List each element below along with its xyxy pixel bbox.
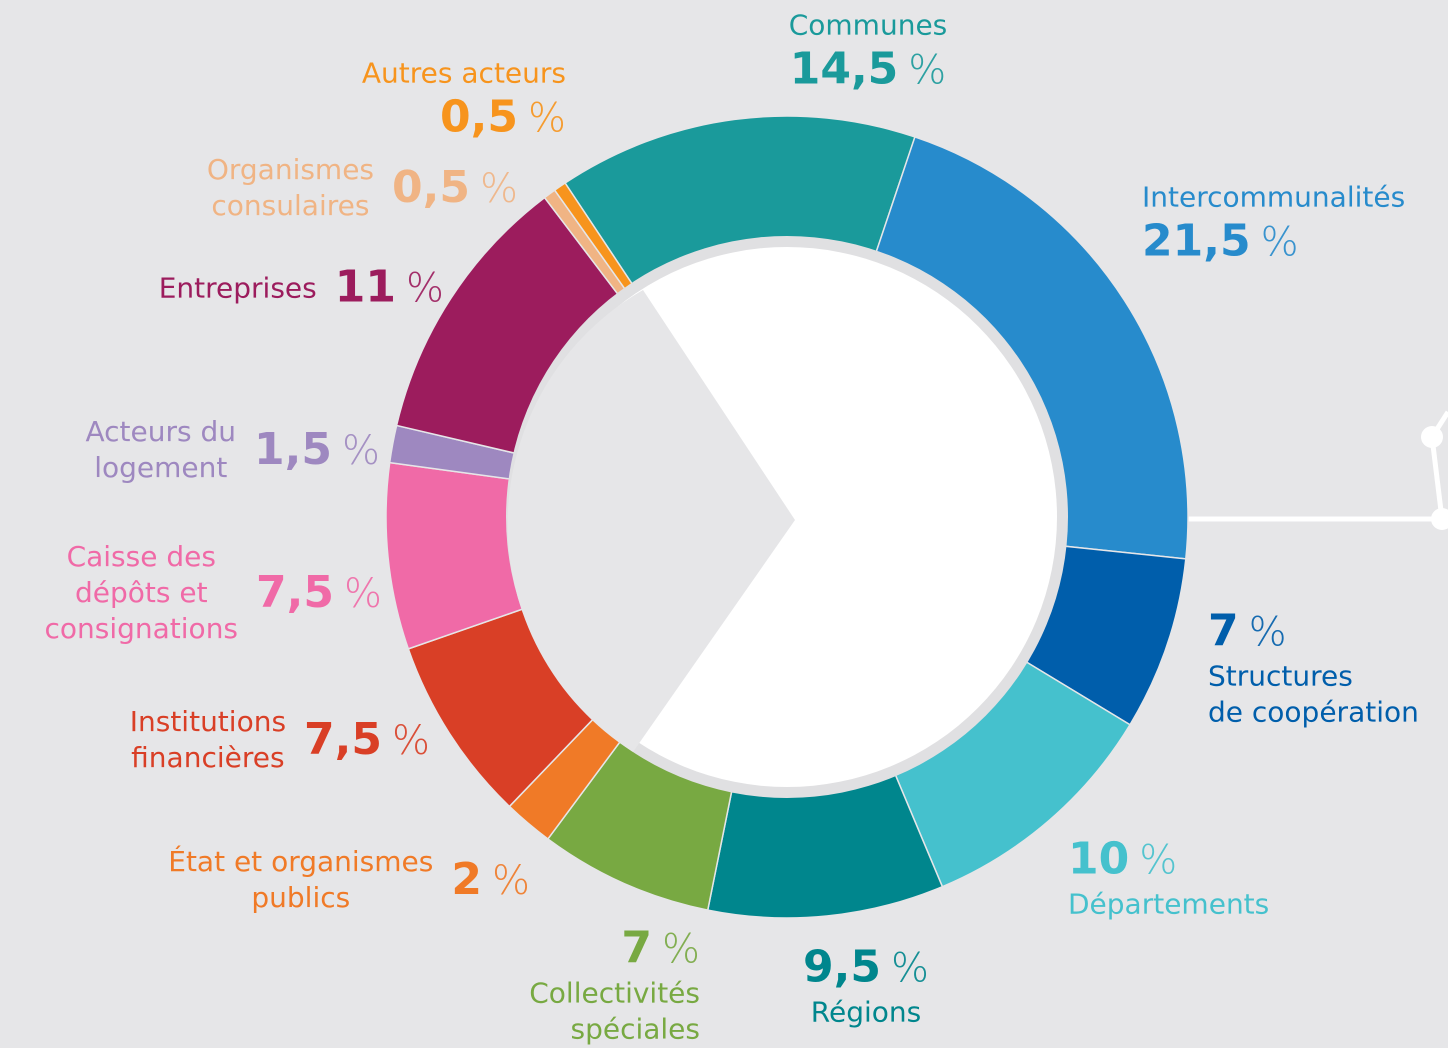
segment-label: Collectivités spéciales 7% (529, 923, 700, 1048)
value-label: 7% (621, 923, 700, 976)
value-number: 7 (621, 922, 652, 974)
category-label: Structures de coopération (1208, 659, 1419, 729)
category-label: Acteurs du logement (85, 415, 237, 484)
category-label: Régions (810, 995, 922, 1029)
value-number: 21,5 (1142, 215, 1251, 267)
value-number: 7,5 (304, 713, 382, 765)
segment-label: Intercommunalités 21,5% (1142, 180, 1405, 269)
value-label: 7,5% (304, 714, 430, 767)
value-label: 2% (451, 854, 530, 907)
segment-label: Régions 9,5% (803, 942, 929, 1031)
value-label: 0,5% (440, 92, 566, 145)
value-label: 9,5% (803, 942, 929, 995)
value-unit: % (908, 47, 947, 94)
value-label: 21,5% (1142, 216, 1299, 269)
segment-label: Départements 10% (1068, 834, 1269, 923)
value-number: 1,5 (254, 423, 332, 475)
value-unit: % (405, 265, 444, 312)
value-number: 0,5 (392, 161, 470, 213)
value-label: 1,5% (254, 424, 380, 477)
value-label: 10% (1068, 834, 1177, 887)
category-label: Départements (1068, 887, 1270, 921)
segment-label: Entreprises 11% (159, 262, 444, 315)
value-unit: % (527, 95, 566, 142)
segment-label: Caisse des dépôts et consignations 7,5% (44, 539, 382, 647)
category-label: Communes (788, 8, 948, 42)
value-number: 14,5 (789, 43, 899, 95)
segment-label: État et organismes publics 2% (168, 844, 530, 916)
segment-label: Autres acteurs 0,5% (362, 56, 566, 145)
value-unit: % (1139, 837, 1178, 884)
value-label: 0,5% (392, 162, 518, 215)
value-number: 7 (1208, 605, 1239, 657)
segment-label: Communes 14,5% (789, 8, 948, 97)
value-label: 14,5% (790, 44, 947, 97)
value-number: 0,5 (440, 91, 518, 143)
value-number: 10 (1068, 833, 1130, 885)
segment-label: Institutions financières 7,5% (130, 704, 430, 776)
category-label: Collectivités spéciales (529, 976, 700, 1046)
value-unit: % (1260, 219, 1299, 266)
category-label: Autres acteurs (361, 56, 566, 90)
value-unit: % (661, 926, 700, 973)
value-unit: % (391, 717, 430, 764)
segment-label: Organismes consulaires 0,5% (207, 152, 518, 224)
category-label: Caisse des dépôts et consignations (44, 540, 239, 645)
category-label: Institutions financières (129, 705, 287, 774)
value-label: 7,5% (256, 567, 382, 620)
value-number: 11 (334, 261, 396, 313)
category-label: Entreprises (158, 271, 317, 304)
value-unit: % (1248, 609, 1287, 656)
decoration (1188, 410, 1448, 530)
donut (385, 115, 1189, 919)
value-number: 7,5 (256, 566, 334, 618)
segment-label: Structures de coopération 7% (1208, 606, 1419, 731)
value-label: 11% (335, 262, 444, 315)
value-number: 9,5 (803, 941, 881, 993)
value-label: 7% (1208, 606, 1287, 659)
chevron (507, 290, 795, 752)
category-label: Intercommunalités (1142, 180, 1406, 214)
value-number: 2 (451, 853, 482, 905)
value-unit: % (491, 857, 530, 904)
value-unit: % (479, 165, 518, 212)
segment-label: Acteurs du logement 1,5% (86, 414, 381, 486)
value-unit: % (890, 945, 929, 992)
value-unit: % (343, 570, 382, 617)
category-label: État et organismes publics (168, 845, 434, 914)
category-label: Organismes consulaires (206, 153, 375, 222)
value-unit: % (341, 427, 380, 474)
